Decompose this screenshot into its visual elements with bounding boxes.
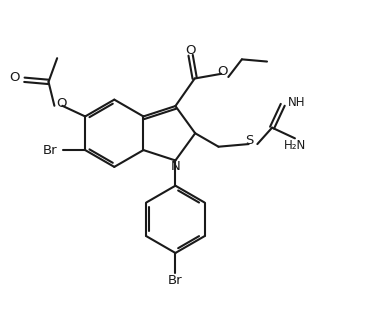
Text: O: O bbox=[217, 65, 228, 78]
Text: Br: Br bbox=[43, 143, 57, 157]
Text: NH: NH bbox=[287, 96, 305, 109]
Text: N: N bbox=[171, 160, 180, 173]
Text: O: O bbox=[56, 97, 67, 110]
Text: H₂N: H₂N bbox=[284, 139, 306, 152]
Text: O: O bbox=[185, 44, 196, 57]
Text: O: O bbox=[9, 71, 20, 84]
Text: Br: Br bbox=[168, 274, 183, 287]
Text: S: S bbox=[245, 134, 254, 147]
